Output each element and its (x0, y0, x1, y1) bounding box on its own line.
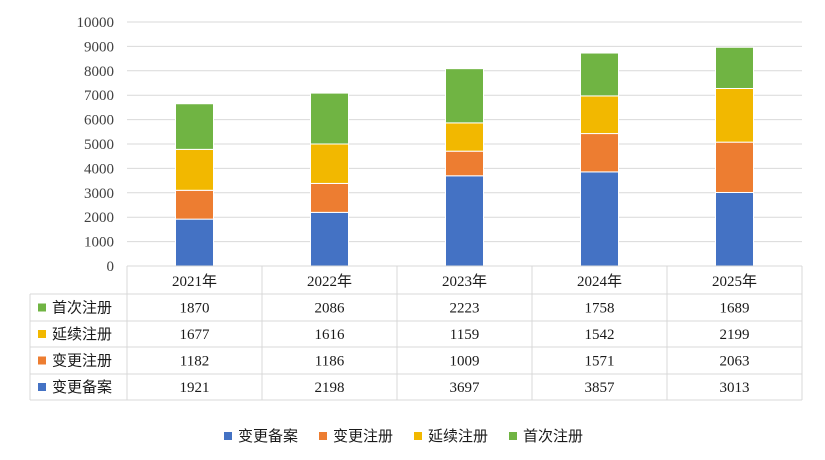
data-label: 1677 (180, 327, 211, 343)
y-tick-label: 5000 (84, 137, 114, 153)
legend-key (38, 330, 46, 338)
bar-segment (715, 46, 754, 89)
data-label: 1186 (315, 354, 345, 370)
data-label: 2223 (450, 301, 480, 317)
table-row-label: 延续注册 (52, 325, 112, 343)
data-label: 1870 (180, 301, 210, 317)
data-label: 1542 (585, 327, 615, 343)
category-label: 2021年 (172, 273, 217, 290)
data-label: 1571 (585, 354, 615, 370)
table-row-label: 变更备案 (52, 378, 112, 396)
bar-segment (715, 87, 754, 143)
category-label: 2025年 (712, 273, 757, 290)
bar-segment (580, 171, 619, 267)
data-label: 1921 (180, 380, 210, 396)
legend-marker (319, 432, 327, 440)
bar-segment (175, 148, 214, 191)
legend-marker (224, 432, 232, 440)
bar-segment (445, 150, 484, 177)
table-row-label: 变更注册 (52, 352, 112, 370)
legend-key (38, 356, 46, 365)
data-label: 2086 (315, 301, 346, 317)
bar-segment (175, 103, 214, 150)
table-row-label: 首次注册 (52, 299, 112, 317)
category-label: 2024年 (577, 273, 622, 290)
bar-segment (715, 191, 754, 267)
legend-label: 延续注册 (428, 427, 488, 445)
data-label: 3857 (585, 380, 616, 396)
y-tick-label: 2000 (84, 210, 114, 226)
bar-segment (580, 133, 619, 173)
data-label: 1182 (180, 354, 209, 370)
legend-label: 变更注册 (333, 427, 393, 445)
data-label: 3013 (720, 380, 750, 396)
category-label: 2022年 (307, 273, 352, 290)
bar-segment (445, 122, 484, 152)
bar-segment (445, 68, 484, 124)
legend-label: 首次注册 (523, 427, 583, 445)
bar-segment (445, 175, 484, 267)
bar-segment (580, 95, 619, 135)
category-label: 2023年 (442, 273, 487, 290)
y-tick-label: 10000 (77, 15, 115, 31)
data-label: 1689 (720, 301, 750, 317)
bar-segment (310, 211, 349, 267)
data-label: 1758 (585, 301, 615, 317)
y-tick-label: 1000 (84, 235, 114, 251)
data-label: 2063 (720, 354, 750, 370)
legend-marker (509, 432, 517, 440)
legend-label: 变更备案 (238, 427, 298, 445)
legend-marker (414, 432, 422, 440)
bar-segment (175, 218, 214, 267)
data-label: 1159 (450, 327, 479, 343)
data-label: 2198 (315, 380, 345, 396)
y-tick-label: 9000 (84, 39, 114, 55)
bar-segment (175, 189, 214, 220)
data-label: 3697 (450, 380, 481, 396)
bar-segment (580, 52, 619, 97)
legend-key (38, 303, 46, 312)
data-label: 1616 (315, 327, 346, 343)
y-tick-label: 4000 (84, 161, 114, 177)
legend-key (38, 383, 46, 391)
y-tick-label: 8000 (84, 64, 114, 80)
bar-segment (310, 92, 349, 145)
y-tick-label: 7000 (84, 88, 114, 104)
bar-segment (310, 143, 349, 184)
y-tick-label: 6000 (84, 113, 114, 129)
bar-segment (310, 182, 349, 213)
data-label: 1009 (450, 354, 480, 370)
bar-segment (715, 141, 754, 193)
data-label: 2199 (720, 327, 750, 343)
y-tick-label: 0 (107, 259, 115, 275)
y-tick-label: 3000 (84, 186, 114, 202)
